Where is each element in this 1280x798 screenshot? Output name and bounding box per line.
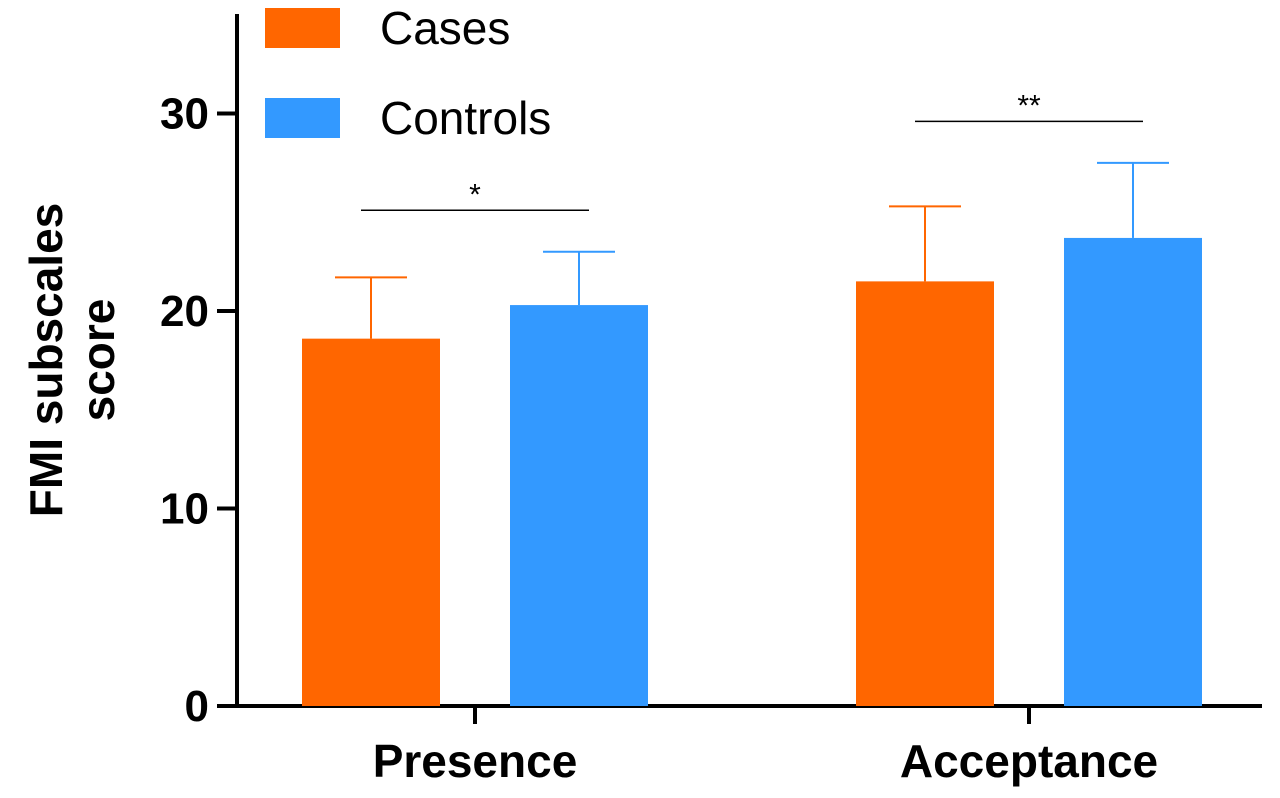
legend-label-controls: Controls bbox=[380, 92, 551, 144]
error-bars bbox=[335, 161, 1169, 339]
legend-swatch-controls bbox=[265, 98, 340, 138]
legend: Cases Controls bbox=[265, 2, 551, 144]
significance-annotations: *** bbox=[361, 89, 1143, 211]
labels: Presence Acceptance FMI subscalesscore bbox=[20, 203, 1158, 787]
bar-cases-presence bbox=[302, 338, 440, 706]
legend-label-cases: Cases bbox=[380, 2, 510, 54]
bar-controls-acceptance bbox=[1064, 237, 1202, 707]
legend-swatch-cases bbox=[265, 8, 340, 48]
significance-label: ** bbox=[1017, 89, 1041, 122]
y-tick-label: 30 bbox=[160, 90, 209, 139]
bars bbox=[302, 237, 1202, 707]
y-axis-label: FMI subscalesscore bbox=[20, 203, 124, 517]
y-axis-label-line: FMI subscales bbox=[20, 203, 72, 517]
x-tick-label: Acceptance bbox=[900, 735, 1158, 787]
bar-cases-acceptance bbox=[856, 281, 994, 706]
bar-controls-presence bbox=[510, 305, 648, 706]
y-tick-label: 0 bbox=[185, 682, 209, 731]
y-tick-label: 20 bbox=[160, 287, 209, 336]
y-tick-label: 10 bbox=[160, 485, 209, 534]
y-axis-label-line: score bbox=[72, 299, 124, 422]
significance-label: * bbox=[469, 178, 481, 211]
x-tick-label: Presence bbox=[373, 735, 578, 787]
